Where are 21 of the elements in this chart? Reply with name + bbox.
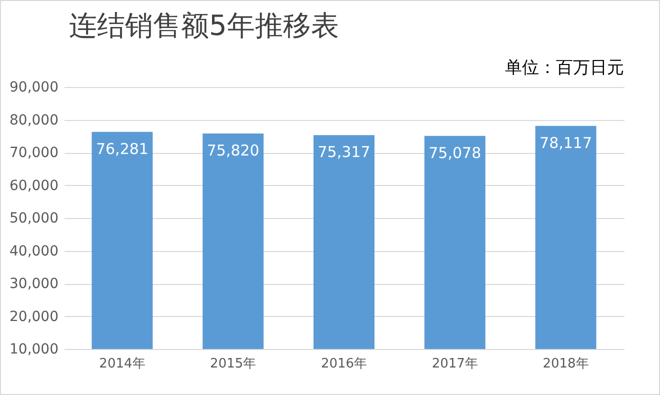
data-label: 76,281 <box>96 140 148 158</box>
data-label: 75,078 <box>428 144 482 162</box>
y-tick-label: 20,000 <box>10 308 58 325</box>
x-tick-label: 2016年 <box>320 356 368 372</box>
data-label: 78,117 <box>540 134 592 152</box>
y-tick-label: 40,000 <box>10 243 58 260</box>
y-tick-label: 50,000 <box>10 210 58 226</box>
chart-subtitle: 单位：百万日元 <box>505 58 624 78</box>
y-tick-label: 70,000 <box>10 145 58 161</box>
y-tick-label: 10,000 <box>10 342 58 358</box>
x-tick-label: 2017年 <box>432 356 478 372</box>
y-tick-label: 30,000 <box>10 276 58 292</box>
x-tick-label: 2015年 <box>210 356 256 372</box>
y-tick-label: 60,000 <box>10 178 58 194</box>
chart-title: 连结销售额5年推移表 <box>69 9 339 42</box>
x-tick-label: 2014年 <box>99 356 146 372</box>
data-label: 75,820 <box>206 141 260 160</box>
y-tick-label: 90,000 <box>10 80 58 96</box>
y-tick-label: 80,000 <box>10 112 58 128</box>
data-label: 75,317 <box>318 143 370 162</box>
x-tick-label: 2018年 <box>542 356 589 372</box>
